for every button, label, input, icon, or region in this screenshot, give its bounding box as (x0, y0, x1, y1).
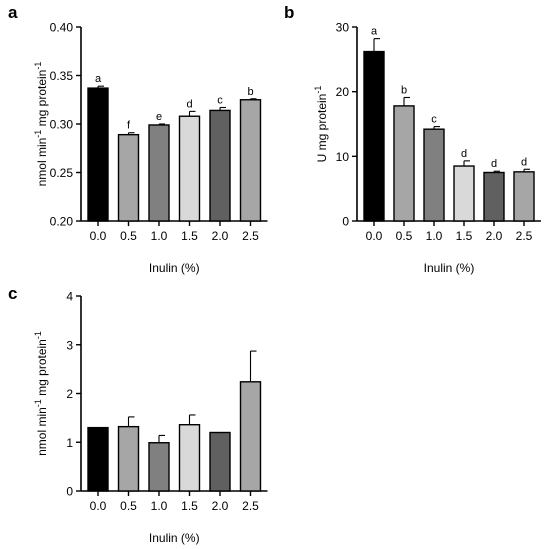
significance-letter: c (431, 114, 437, 126)
significance-letter: c (217, 95, 223, 107)
y-axis-title: nmol min-1 mg protein-1 (33, 62, 49, 187)
y-tick-label: 0 (342, 215, 349, 229)
bar (178, 115, 201, 222)
y-tick-label: 0 (66, 485, 73, 499)
panel-letter: a (8, 3, 18, 22)
y-tick-label: 4 (66, 290, 73, 304)
x-tick-label: 1.5 (181, 499, 198, 513)
significance-letter: e (156, 111, 162, 123)
x-tick-label: 1.5 (456, 229, 473, 243)
y-tick-label: 20 (336, 85, 350, 99)
y-tick-label: 0.20 (50, 215, 74, 229)
bar (117, 133, 140, 222)
bar (178, 424, 201, 492)
bar (87, 87, 109, 222)
bar (483, 171, 505, 222)
chart-panel-b: b 0 10 20 30 a 0.0 b 0.5 c 1.0 d 1.5 d 2.0 d 2.5 Inulin (… (284, 3, 541, 275)
x-tick-label: 2.0 (212, 499, 229, 513)
y-tick-label: 2 (66, 387, 73, 401)
bar (148, 124, 170, 222)
significance-letter: d (461, 148, 467, 160)
bar (239, 99, 262, 222)
bar (513, 171, 535, 222)
x-tick-label: 1.0 (151, 229, 168, 243)
panel-letter: b (284, 3, 294, 22)
y-tick-label: 3 (66, 338, 73, 352)
significance-letter: f (127, 120, 131, 132)
y-axis-title: U mg protein-1 (313, 86, 329, 163)
x-tick-label: 0.0 (90, 499, 107, 513)
bar (423, 128, 445, 222)
significance-letter: a (95, 73, 102, 85)
x-tick-label: 0.5 (120, 229, 137, 243)
x-tick-label: 1.0 (151, 499, 168, 513)
significance-letter: d (521, 156, 527, 168)
x-axis-title: Inulin (%) (424, 261, 475, 275)
x-tick-label: 0.5 (396, 229, 413, 243)
chart-panel-a: a 0.20 0.25 0.30 0.35 0.40 a 0.0 f 0.5 e 1.0 d 1.5 c 2.… (8, 3, 268, 275)
x-tick-label: 2.0 (486, 229, 503, 243)
significance-letter: b (401, 84, 407, 96)
y-tick-label: 0.30 (50, 118, 74, 132)
x-axis-title: Inulin (%) (149, 261, 200, 275)
x-tick-label: 0.0 (90, 229, 107, 243)
bar (117, 425, 140, 492)
bar (87, 426, 109, 492)
x-tick-label: 2.0 (212, 229, 229, 243)
bar (363, 50, 385, 222)
panel-letter: c (8, 284, 17, 303)
significance-letter: a (371, 26, 378, 38)
x-tick-label: 2.5 (242, 499, 259, 513)
x-tick-label: 2.5 (516, 229, 533, 243)
bar (209, 109, 231, 222)
bar (239, 381, 262, 492)
significance-letter: d (186, 98, 192, 110)
significance-letter: d (491, 158, 497, 170)
x-tick-label: 2.5 (242, 229, 259, 243)
y-tick-label: 0.35 (50, 69, 74, 83)
bar (393, 105, 415, 222)
y-axis-title: nmol min-1 mg protein-1 (33, 331, 49, 456)
x-tick-label: 1.5 (181, 229, 198, 243)
y-tick-label: 1 (66, 436, 73, 450)
significance-letter: b (247, 86, 253, 98)
bar (209, 431, 231, 492)
x-axis-title: Inulin (%) (149, 531, 200, 545)
bar (148, 442, 170, 492)
y-tick-label: 0.40 (50, 21, 74, 35)
chart-panel-c: c 0 1 2 3 4 0.0 0.5 1.0 1.5 2.0 2.5 Inulin (%) nmol m… (8, 284, 268, 545)
y-tick-label: 0.25 (50, 166, 74, 180)
y-tick-label: 10 (336, 150, 350, 164)
bar (453, 165, 475, 222)
x-tick-label: 0.5 (120, 499, 137, 513)
x-tick-label: 0.0 (366, 229, 383, 243)
y-tick-label: 30 (336, 21, 350, 35)
x-tick-label: 1.0 (426, 229, 443, 243)
